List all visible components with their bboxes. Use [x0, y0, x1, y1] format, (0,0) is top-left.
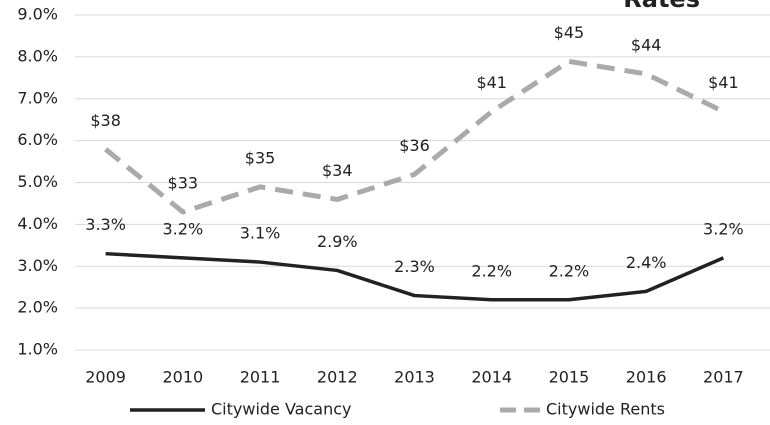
x-tick-label: 2010	[162, 368, 203, 387]
data-label: 2.9%	[317, 232, 358, 251]
data-label: 3.2%	[163, 219, 204, 238]
x-tick-label: 2017	[703, 368, 744, 387]
y-tick-label: 9.0%	[17, 5, 58, 24]
data-label: 3.2%	[703, 219, 744, 238]
data-label: 2.2%	[549, 261, 590, 280]
data-label: 2.3%	[394, 257, 435, 276]
series-line	[105, 251, 725, 302]
data-label: $41	[708, 73, 739, 92]
y-tick-label: 8.0%	[17, 46, 58, 65]
y-tick-label: 2.0%	[17, 298, 58, 317]
x-tick-label: 2014	[471, 368, 512, 387]
x-tick-label: 2011	[240, 368, 281, 387]
y-tick-label: 6.0%	[17, 130, 58, 149]
legend-label: Citywide Rents	[546, 400, 665, 419]
chart-title: Rates	[623, 0, 700, 13]
x-tick-label: 2015	[549, 368, 590, 387]
series-line	[104, 58, 725, 215]
x-tick-label: 2013	[394, 368, 435, 387]
data-label: 3.3%	[85, 215, 126, 234]
data-label: 2.4%	[626, 253, 667, 272]
legend-label: Citywide Vacancy	[211, 400, 352, 419]
y-tick-label: 4.0%	[17, 214, 58, 233]
data-label: 2.2%	[471, 261, 512, 280]
data-label: $45	[554, 23, 585, 42]
data-label: $34	[322, 161, 353, 180]
data-label: $44	[631, 35, 662, 54]
data-label: $41	[476, 73, 507, 92]
y-tick-label: 3.0%	[17, 256, 58, 275]
y-tick-label: 1.0%	[17, 340, 58, 359]
data-label: $33	[168, 173, 199, 192]
x-tick-label: 2009	[85, 368, 126, 387]
data-label: 3.1%	[240, 224, 281, 243]
x-tick-label: 2012	[317, 368, 358, 387]
x-tick-label: 2016	[626, 368, 667, 387]
data-label: $36	[399, 136, 430, 155]
y-tick-label: 5.0%	[17, 172, 58, 191]
data-label: $35	[245, 148, 276, 167]
y-tick-label: 7.0%	[17, 88, 58, 107]
data-label: $38	[90, 111, 121, 130]
